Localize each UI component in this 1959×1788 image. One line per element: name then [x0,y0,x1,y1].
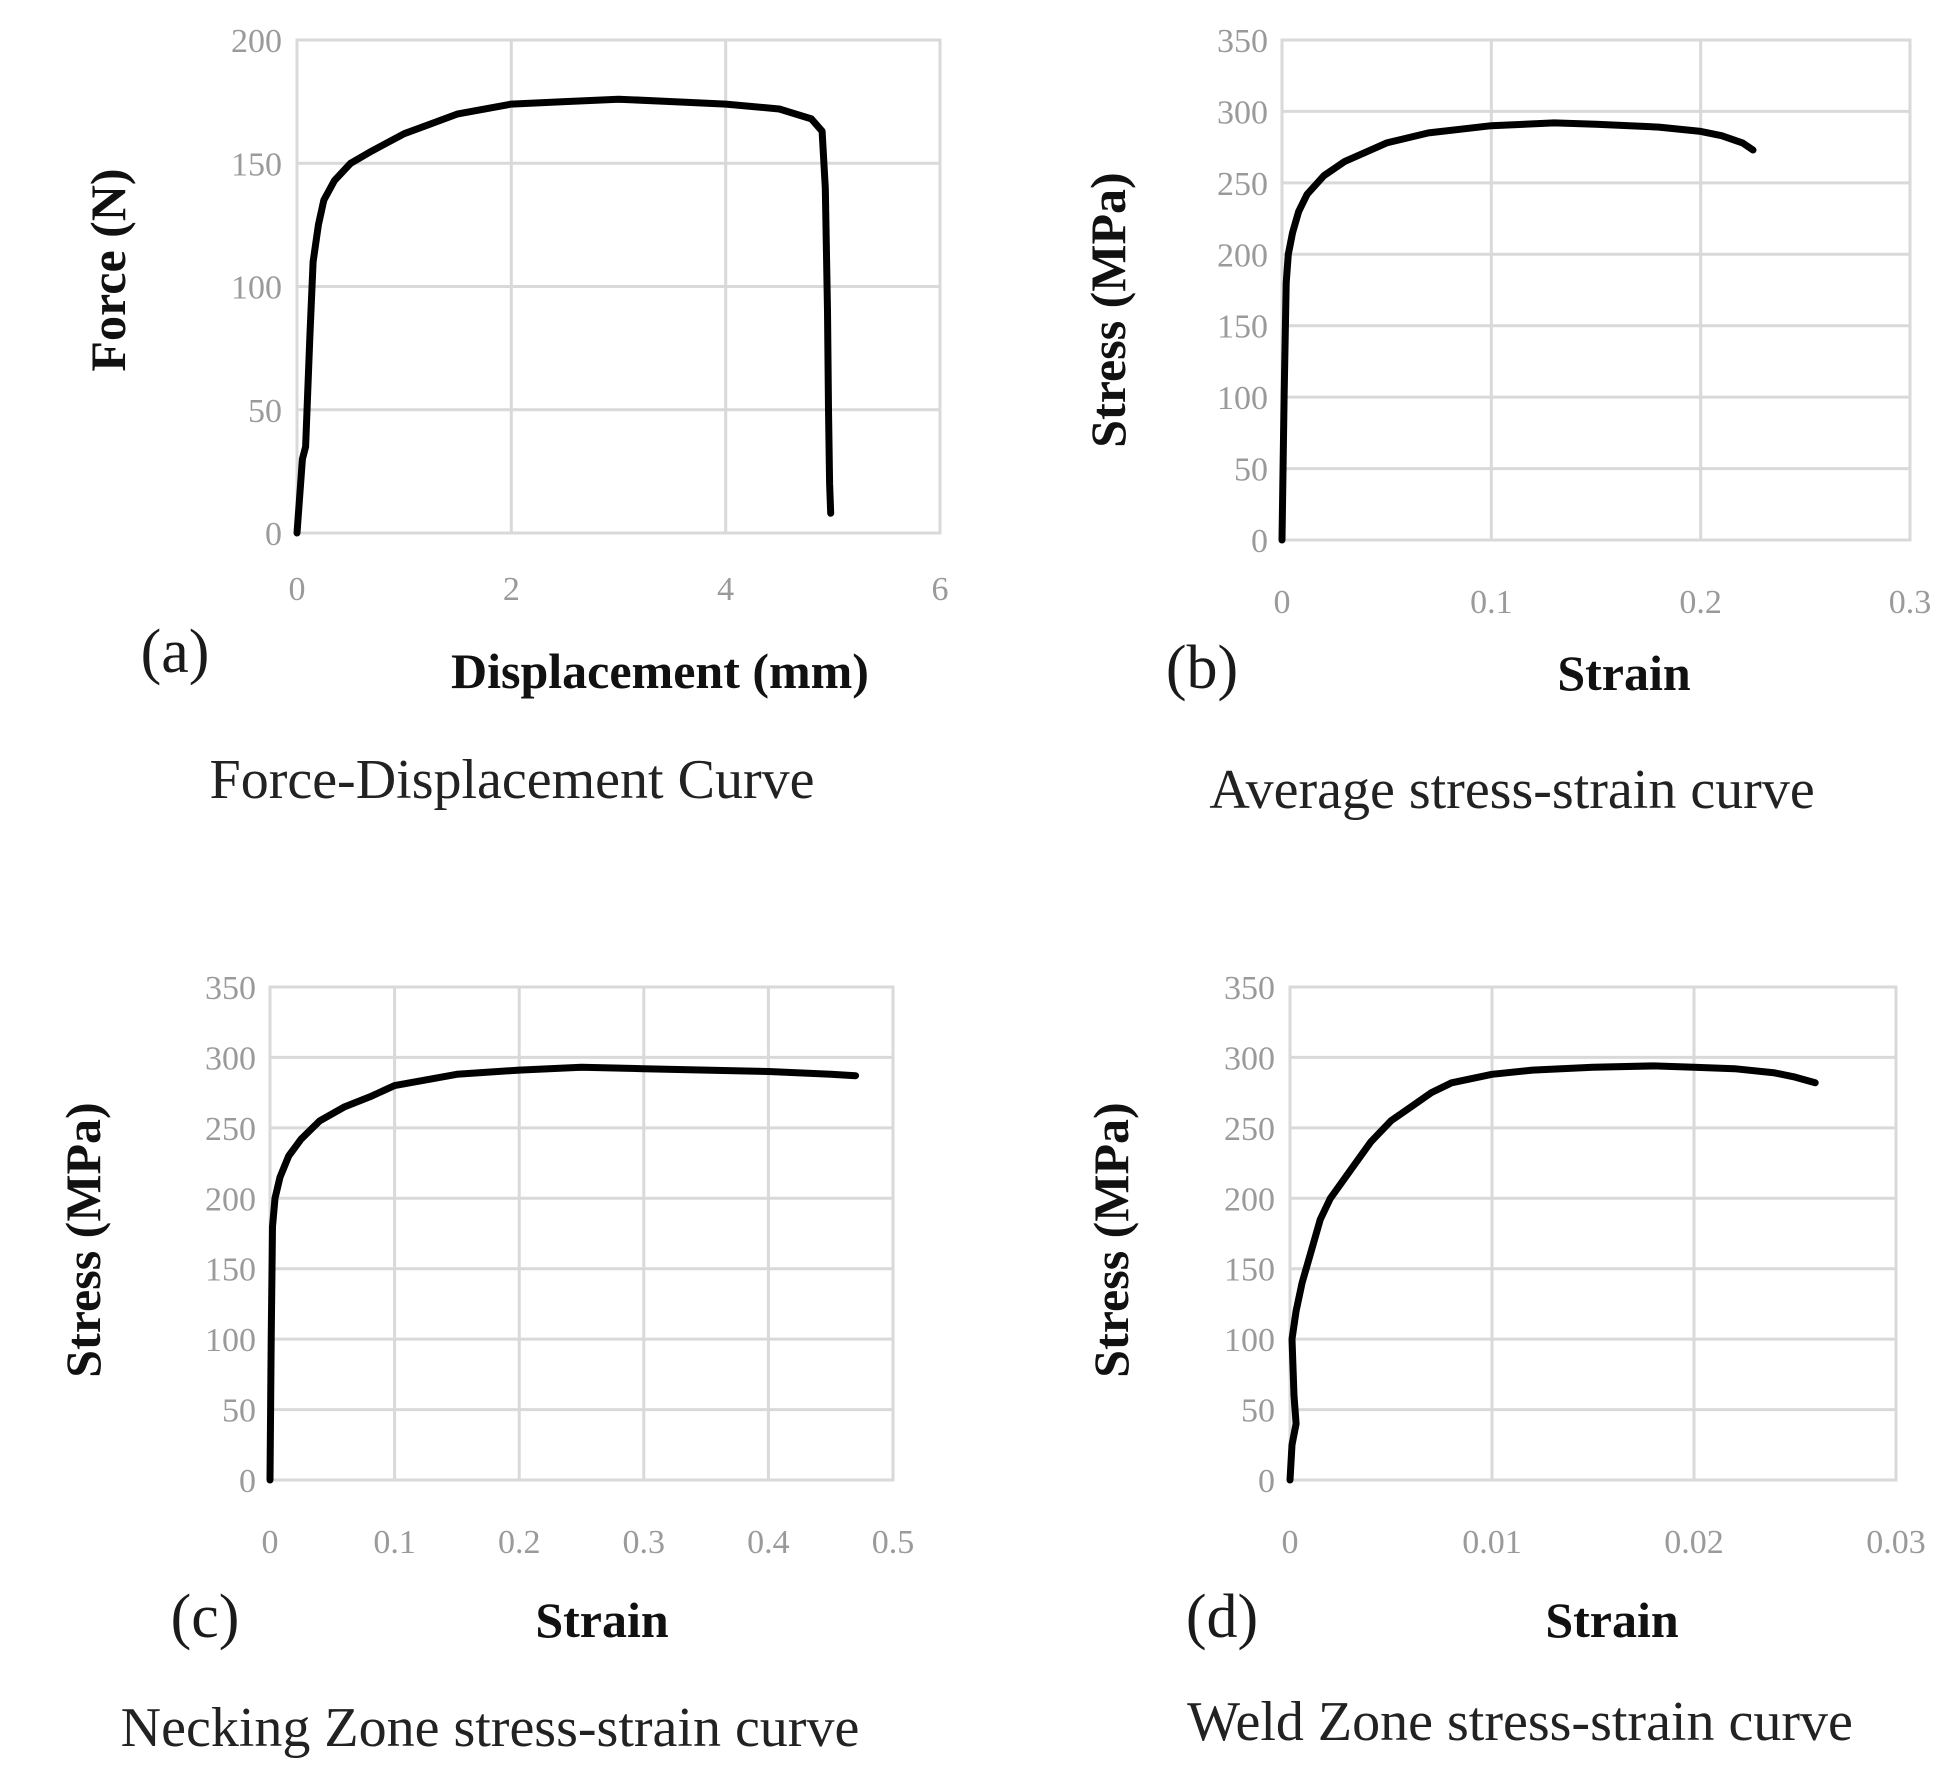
x-tick-label: 0.2 [1679,584,1722,621]
series-line [293,95,835,537]
series-line [266,1063,860,1484]
y-tick-label: 100 [205,1322,256,1359]
chart-caption: Necking Zone stress-strain curve [121,1697,860,1759]
x-tick-label: 0.1 [373,1524,416,1561]
y-tick-label: 0 [1251,523,1268,560]
chart-caption: Force-Displacement Curve [210,749,815,811]
x-tick-label: 0 [289,571,306,608]
series-line [1278,119,1757,544]
y-tick-label: 250 [205,1111,256,1148]
x-axis-title: Strain [535,1592,669,1648]
chart-panel-c: 0 50 100 150 200 250 300 350 0 0.1 0.2 0.3 0.4 0.5 Str… [55,970,914,1759]
y-tick-label: 200 [231,23,282,60]
y-tick-label: 150 [231,146,282,183]
x-tick-label: 0.02 [1664,1524,1724,1561]
plot-frame [295,38,942,535]
x-tick-label: 0 [1274,584,1291,621]
y-tick-label: 350 [205,970,256,1007]
y-tick-label: 300 [1217,94,1268,131]
x-axis-title: Strain [1545,1592,1679,1648]
y-tick-label: 50 [248,393,282,430]
panel-label: (d) [1186,1583,1258,1651]
y-tick-label: 0 [265,516,282,553]
y-axis-title: Stress (MPa) [55,1102,111,1377]
y-axis-title: Force (N) [80,168,136,371]
y-tick-label: 100 [1217,380,1268,417]
panel-label: (a) [141,618,210,686]
y-tick-label: 50 [1241,1393,1275,1430]
series-line [1286,1062,1819,1484]
y-tick-label: 200 [1217,237,1268,274]
y-tick-label: 100 [231,270,282,307]
y-tick-label: 200 [1224,1181,1275,1218]
y-tick-label: 50 [1234,452,1268,489]
x-axis-title: Strain [1557,645,1691,701]
x-tick-label: 0.1 [1470,584,1513,621]
x-axis-title: Displacement (mm) [451,643,869,699]
y-tick-label: 0 [1258,1463,1275,1500]
panel-label: (c) [171,1583,240,1651]
x-tick-label: 0 [1282,1524,1299,1561]
plot-frame [268,985,895,1482]
y-tick-label: 150 [205,1252,256,1289]
x-tick-label: 2 [503,571,520,608]
y-tick-label: 350 [1217,23,1268,60]
plot-frame [1280,38,1912,542]
y-tick-label: 350 [1224,970,1275,1007]
x-tick-label: 0.03 [1866,1524,1926,1561]
y-tick-label: 150 [1217,309,1268,346]
y-axis-title: Stress (MPa) [1083,1102,1139,1377]
x-tick-label: 0.5 [872,1524,915,1561]
y-axis-title: Stress (MPa) [1080,172,1136,447]
y-tick-label: 300 [1224,1040,1275,1077]
panel-label: (b) [1166,634,1238,702]
chart-panel-d: 0 50 100 150 200 250 300 350 0 0.01 0.02 0.03 Strain… [1083,970,1926,1753]
y-tick-label: 150 [1224,1252,1275,1289]
x-tick-label: 4 [717,571,734,608]
x-tick-label: 0 [262,1524,279,1561]
y-tick-label: 100 [1224,1322,1275,1359]
y-tick-label: 200 [205,1181,256,1218]
chart-panel-a: 0 50 100 150 200 0 2 4 6 Displacement (mm) Force (… [80,23,949,811]
y-tick-label: 250 [1224,1111,1275,1148]
x-tick-label: 0.3 [1889,584,1932,621]
x-tick-label: 0.01 [1462,1524,1522,1561]
x-tick-label: 0.2 [498,1524,541,1561]
x-tick-label: 0.4 [747,1524,790,1561]
chart-caption: Weld Zone stress-strain curve [1187,1691,1853,1753]
y-tick-label: 0 [239,1463,256,1500]
x-tick-label: 0.3 [623,1524,666,1561]
plot-frame [1288,985,1898,1482]
y-tick-label: 300 [205,1040,256,1077]
y-tick-label: 50 [222,1393,256,1430]
chart-caption: Average stress-strain curve [1209,759,1814,821]
chart-panel-b: 0 50 100 150 200 250 300 350 0 0.1 0.2 0.3 Strain Str… [1080,23,1931,821]
y-tick-label: 250 [1217,166,1268,203]
x-tick-label: 6 [932,571,949,608]
